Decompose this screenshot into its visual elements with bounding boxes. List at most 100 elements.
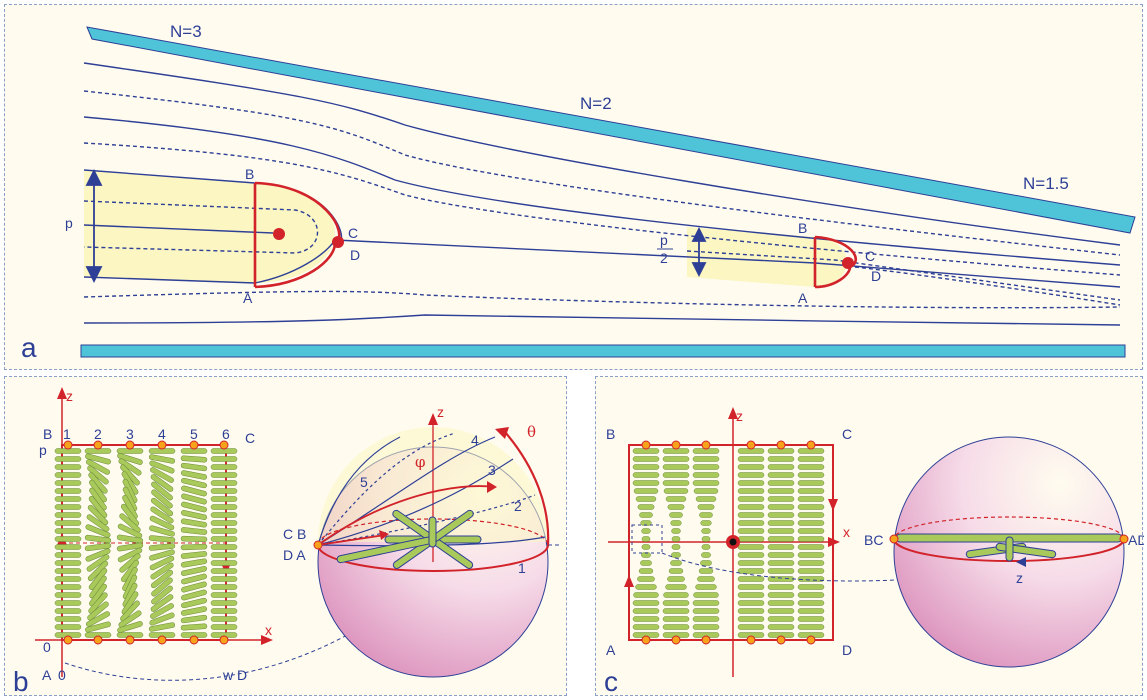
rod: [86, 611, 110, 627]
c-label-A: A: [606, 642, 616, 658]
rod: [662, 464, 690, 470]
rod: [641, 536, 651, 542]
rod: [210, 504, 238, 510]
rod: [210, 584, 238, 590]
rod: [180, 527, 208, 535]
c-axis-z: z: [736, 408, 743, 424]
rod: [737, 584, 765, 590]
rod: [699, 512, 713, 518]
period-arrow-right: [691, 226, 707, 278]
rod: [797, 592, 825, 598]
b-boundary-points: [63, 440, 229, 645]
rod: [210, 544, 238, 550]
rod: [117, 547, 143, 563]
rod: [767, 608, 795, 614]
rod: [149, 525, 175, 537]
rod: [671, 528, 681, 534]
rod: [149, 555, 175, 571]
rod: [180, 455, 208, 463]
rod: [54, 488, 82, 494]
rod: [701, 528, 711, 534]
rod: [667, 576, 685, 582]
rod: [695, 496, 717, 502]
rod: [150, 569, 174, 589]
rod: [210, 576, 238, 582]
rod: [692, 608, 720, 614]
boundary-point: [641, 635, 651, 645]
rod: [737, 464, 765, 470]
rod: [797, 576, 825, 582]
rod: [210, 496, 238, 502]
rod: [210, 464, 238, 470]
rod: [767, 584, 795, 590]
rod: [632, 608, 660, 614]
rod: [662, 480, 690, 486]
rod: [737, 600, 765, 606]
rod: [632, 600, 660, 606]
rod: [632, 472, 660, 478]
rod: [737, 536, 765, 542]
rod: [692, 600, 720, 606]
rod: [116, 542, 144, 552]
rod: [88, 495, 108, 519]
rod: [671, 544, 681, 550]
label-d-left: D: [350, 247, 360, 263]
rod: [695, 584, 717, 590]
c-label-C: C: [842, 426, 852, 442]
right-defect-cap: [815, 237, 847, 287]
rod: [210, 568, 238, 574]
rod: [797, 464, 825, 470]
rod: [149, 549, 175, 561]
rod: [150, 497, 174, 517]
rod: [797, 480, 825, 486]
rod: [697, 576, 715, 582]
label-p-half-num: p: [660, 232, 668, 248]
rod: [85, 524, 111, 538]
rod: [180, 558, 208, 568]
rod: [180, 470, 208, 480]
rod: [797, 456, 825, 462]
rod: [181, 573, 207, 585]
rod: [54, 512, 82, 518]
boundary-point: [776, 635, 786, 645]
rod: [665, 496, 687, 502]
rod: [737, 624, 765, 630]
label-a-right: A: [798, 290, 808, 306]
rod: [181, 493, 207, 505]
rod: [120, 503, 140, 527]
b-meridian-1: 1: [518, 560, 526, 576]
rod: [737, 456, 765, 462]
dashed-layers: [83, 90, 1121, 309]
right-defect-region: [687, 227, 815, 287]
rod: [767, 464, 795, 470]
rod: [151, 481, 173, 501]
rod: [635, 584, 657, 590]
label-a-left: A: [243, 290, 253, 306]
rod: [767, 536, 795, 542]
column-label: 2: [94, 426, 102, 442]
rod: [86, 554, 110, 572]
rod: [210, 472, 238, 478]
b-sphere-rods: [336, 509, 482, 569]
rod: [632, 456, 660, 462]
boundary-point: [189, 635, 199, 645]
rod: [54, 568, 82, 574]
boundary-point: [63, 440, 73, 450]
rod: [662, 600, 690, 606]
c-label-B: B: [606, 426, 615, 442]
b-label-w: w: [222, 667, 234, 683]
b-axis-x: x: [265, 622, 272, 638]
rod: [180, 623, 208, 631]
rod: [737, 528, 765, 534]
rod: [671, 552, 681, 558]
column-label: 3: [126, 426, 134, 442]
rod: [701, 536, 711, 542]
b-meridian-3: 3: [488, 462, 496, 478]
b-label-B: B: [43, 426, 52, 442]
rod: [86, 514, 110, 532]
rod: [54, 624, 82, 630]
b-axis-z: z: [66, 388, 73, 404]
rod: [54, 472, 82, 478]
rod: [797, 624, 825, 630]
